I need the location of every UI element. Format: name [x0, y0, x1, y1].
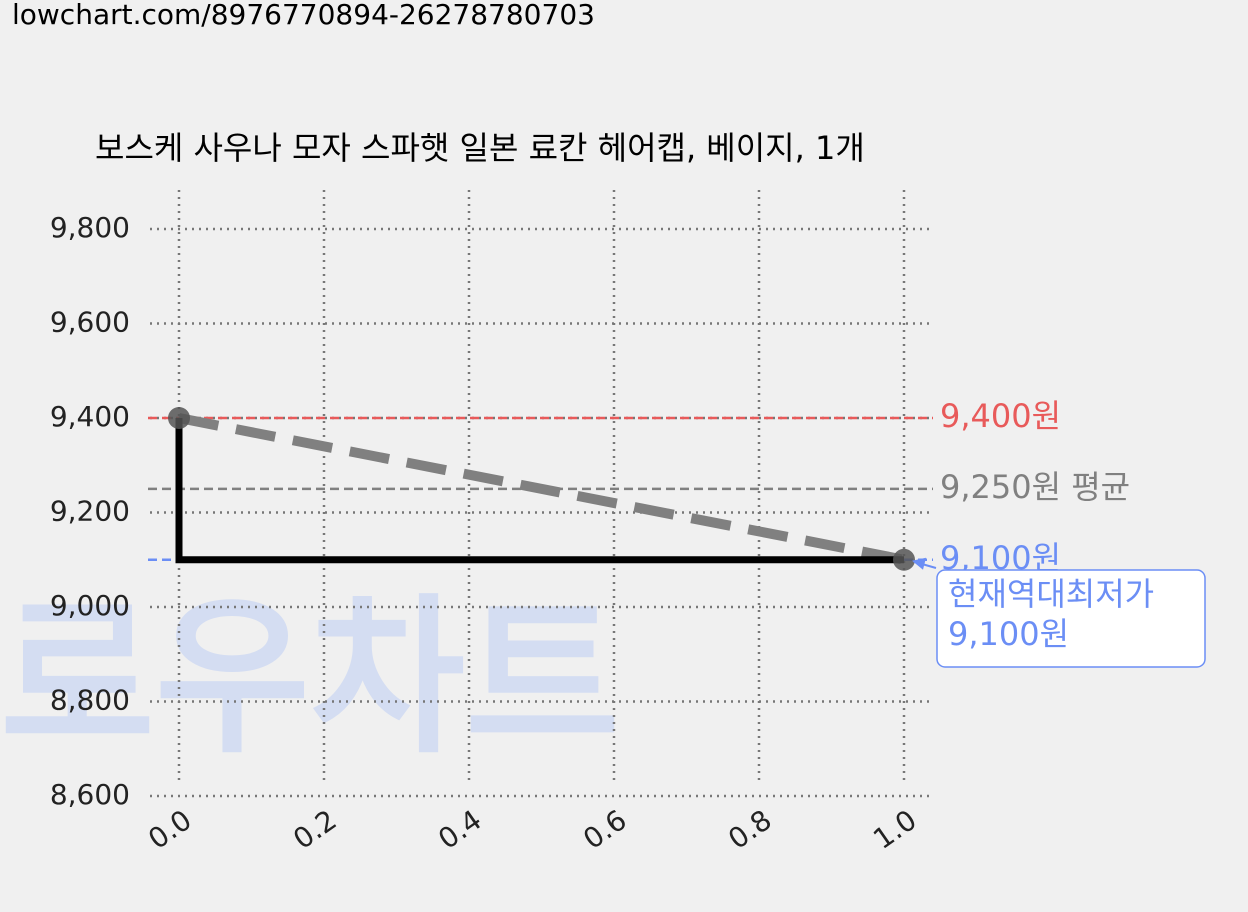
y-tick-label: 9,600	[50, 306, 130, 339]
annotation-box	[936, 569, 1206, 668]
annotation-arrowhead	[912, 557, 926, 570]
annotation-text: 현재역대최저가	[948, 575, 1154, 613]
price-line	[175, 418, 904, 564]
x-tick-label: 0.2	[287, 803, 342, 856]
y-tick-label: 9,400	[50, 400, 130, 433]
trend-line	[178, 413, 905, 565]
y-tick-label: 9,800	[50, 211, 130, 244]
point	[893, 548, 915, 571]
x-tick-label: 0.6	[577, 803, 632, 856]
x-tick-label: 1.0	[867, 803, 922, 856]
y-tick-label: 8,800	[50, 684, 130, 717]
watermark: 로우차트	[0, 579, 620, 777]
chart-title: 보스케 사우나 모자 스파햇 일본 료칸 헤어캡, 베이지, 1개	[95, 129, 865, 167]
reference-label: 9,400원	[940, 397, 1061, 435]
x-tick-label: 0.4	[432, 803, 487, 856]
x-tick-label: 0.8	[722, 803, 777, 856]
y-tick-label: 9,000	[50, 589, 130, 622]
url: lowchart.com/8976770894-26278780703	[12, 0, 595, 31]
point	[168, 407, 190, 429]
x-tick-label: 0.0	[142, 803, 197, 856]
y-tick-label: 8,600	[50, 778, 130, 811]
reference-label: 9,250원 평균	[940, 468, 1130, 506]
annotation-text: 9,100원	[948, 615, 1069, 653]
y-tick-label: 9,200	[50, 495, 130, 528]
